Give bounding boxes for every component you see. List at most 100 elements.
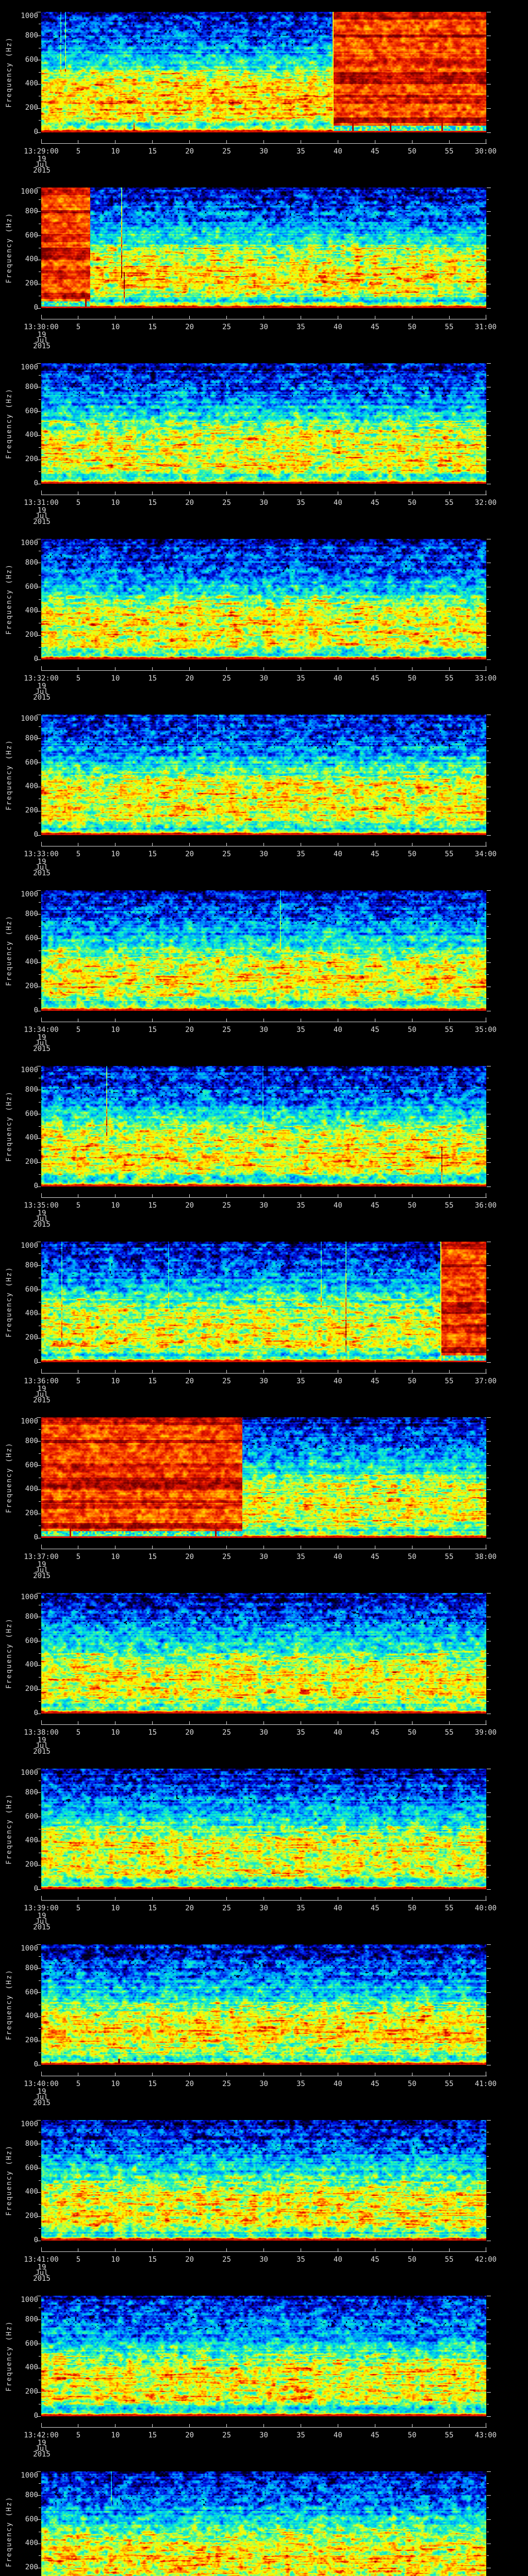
y-minor-tick <box>39 1956 41 1957</box>
time-tick-label: 20 <box>185 2431 194 2439</box>
time-tick-label: 35 <box>296 147 305 156</box>
y-tick-label: 800 <box>25 1085 38 1094</box>
x-tick <box>115 1194 116 1197</box>
y-tick-right <box>487 762 491 764</box>
x-end-tick <box>41 666 42 670</box>
y-tick-label: 600 <box>25 231 38 240</box>
time-tick-label: 25 <box>222 1026 232 1034</box>
time-tick-label: 20 <box>185 1377 194 1385</box>
time-tick-label: 50 <box>407 2256 417 2264</box>
time-tick-label: 35 <box>296 1728 305 1737</box>
time-tick-label: 10 <box>111 147 120 156</box>
x-tick <box>189 1897 190 1900</box>
y-minor-tick-right <box>487 2156 489 2157</box>
time-tick-label: 20 <box>185 1201 194 1210</box>
y-tick-right <box>487 1792 491 1793</box>
x-tick <box>152 1019 153 1022</box>
x-end-tick <box>41 1720 42 1724</box>
time-tick-label: 50 <box>407 323 417 331</box>
x-tick <box>152 843 153 846</box>
time-tick-label: 40 <box>333 1728 342 1737</box>
y-minor-tick-right <box>487 1653 489 1654</box>
end-time-label: 34:00 <box>474 850 497 858</box>
x-tick <box>226 1546 227 1549</box>
end-time-label: 37:00 <box>474 1377 497 1385</box>
y-tick-label: 800 <box>25 2315 38 2324</box>
time-tick-label: 45 <box>370 1553 380 1561</box>
y-tick-label: 600 <box>25 1109 38 1118</box>
x-tick <box>263 2424 264 2427</box>
y-tick <box>37 2392 41 2393</box>
time-tick-label: 40 <box>333 1553 342 1561</box>
y-tick-label: 400 <box>25 2363 38 2372</box>
end-time-label: 30:00 <box>474 147 497 156</box>
y-tick-label: 1000 <box>21 1769 38 1777</box>
x-tick <box>263 1194 264 1197</box>
y-minor-tick-right <box>487 1126 489 1127</box>
x-tick <box>115 316 116 319</box>
x-tick <box>152 1897 153 1900</box>
x-tick <box>115 667 116 670</box>
y-tick <box>37 1362 41 1363</box>
y-tick <box>37 1465 41 1466</box>
y-tick-label: 200 <box>25 1509 38 1518</box>
end-time-label: 43:00 <box>474 2431 497 2439</box>
y-tick-label: 200 <box>25 982 38 991</box>
y-minor-tick <box>39 2355 41 2357</box>
y-tick-label: 400 <box>25 1309 38 1318</box>
x-tick <box>449 1546 450 1549</box>
y-axis-title: Frequency (Hz) <box>5 37 13 108</box>
y-tick-right <box>487 2192 491 2193</box>
date-line: 2015 <box>33 2099 51 2107</box>
y-tick-right <box>487 1441 491 1442</box>
y-tick-label: 800 <box>25 558 38 567</box>
time-tick-label: 15 <box>148 323 157 331</box>
y-tick-label: 0 <box>34 831 38 839</box>
time-tick-label: 5 <box>76 1904 81 1912</box>
y-minor-tick <box>39 1501 41 1502</box>
spectrogram-canvas <box>41 2296 486 2416</box>
y-minor-tick-right <box>487 2483 489 2484</box>
x-tick <box>189 2424 190 2427</box>
y-minor-tick <box>39 599 41 600</box>
y-axis-title: Frequency (Hz) <box>5 1266 13 1337</box>
time-tick-label: 5 <box>76 1026 81 1034</box>
spectrogram-panel: Frequency (Hz) 0 200 400 600 800 1000 5 10 15 20 2… <box>0 878 528 1054</box>
x-tick <box>226 2073 227 2076</box>
y-tick-label: 1000 <box>21 2296 38 2304</box>
date-line: 2015 <box>33 1748 51 1756</box>
x-tick <box>449 667 450 670</box>
time-tick-label: 15 <box>148 1377 157 1385</box>
y-tick-label: 1000 <box>21 1066 38 1074</box>
y-tick <box>37 938 41 939</box>
x-tick <box>152 140 153 143</box>
time-tick-label: 25 <box>222 1904 232 1912</box>
y-minor-tick <box>39 2156 41 2157</box>
date-line: 19 <box>37 1561 46 1569</box>
y-tick-label: 0 <box>34 655 38 663</box>
y-axis-title: Frequency (Hz) <box>5 1969 13 2040</box>
y-tick-label: 400 <box>25 2012 38 2021</box>
y-minor-tick <box>39 399 41 400</box>
y-tick-label: 800 <box>25 2139 38 2148</box>
y-tick-label: 400 <box>25 1485 38 1494</box>
time-tick-label: 15 <box>148 499 157 507</box>
y-tick-right <box>487 2392 491 2393</box>
y-tick-label: 200 <box>25 104 38 112</box>
x-tick <box>152 2424 153 2427</box>
y-tick <box>37 1417 41 1418</box>
y-tick-label: 200 <box>25 2212 38 2221</box>
y-minor-tick <box>39 1701 41 1702</box>
y-tick-label: 200 <box>25 2563 38 2572</box>
y-tick-right <box>487 1489 491 1490</box>
x-axis-line <box>41 670 487 671</box>
y-tick-right <box>487 2319 491 2320</box>
y-tick-label: 800 <box>25 2490 38 2499</box>
y-tick <box>37 1968 41 1969</box>
y-tick-right <box>487 1665 491 1666</box>
y-tick-label: 0 <box>34 1709 38 1717</box>
y-tick-label: 800 <box>25 1788 38 1797</box>
time-tick-label: 15 <box>148 1553 157 1561</box>
date-line: 2015 <box>33 1923 51 1931</box>
end-time-label: 35:00 <box>474 1026 497 1034</box>
